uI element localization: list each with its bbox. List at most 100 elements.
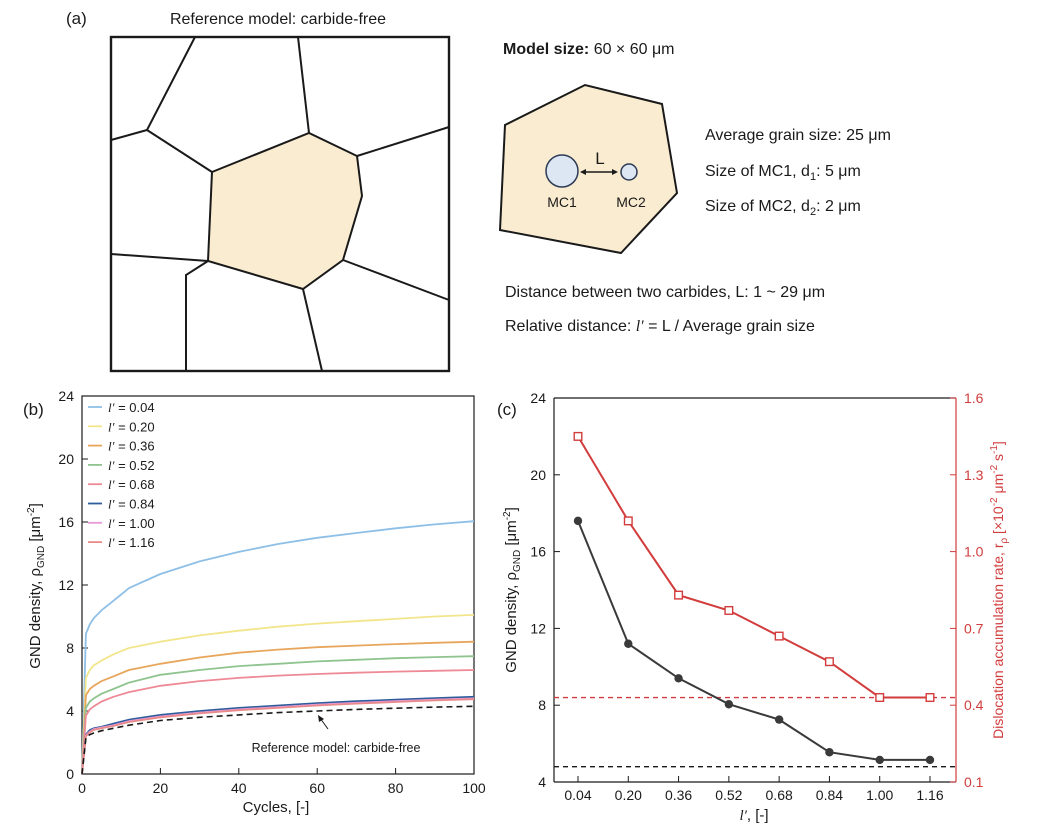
gnd-density-point bbox=[774, 715, 784, 724]
panel-a: (a) Reference model: carbide-free Model … bbox=[66, 9, 891, 373]
series-line bbox=[81, 640, 475, 775]
mc2-size-text: Size of MC2, d2: 2 μm bbox=[705, 198, 861, 218]
y-tick-label: 24 bbox=[530, 390, 546, 406]
panel-b-legend: l′ = 0.04 l′ = 0.20 l′ = 0.36 l′ = 0.52 l′ =… bbox=[88, 400, 155, 550]
y-tick-label: 0 bbox=[66, 766, 74, 782]
series-line bbox=[81, 698, 475, 775]
y-tick-label: 24 bbox=[58, 388, 74, 404]
avg-grain-size-text: Average grain size: 25 μm bbox=[705, 127, 891, 144]
grain-microstructure bbox=[109, 35, 451, 373]
x-tick-label: 0 bbox=[78, 780, 86, 796]
legend-entry: l′ = 0.36 bbox=[108, 439, 155, 454]
x-tick-label: 1.00 bbox=[866, 787, 893, 803]
schematic-grain bbox=[498, 83, 679, 255]
legend-entry: l′ = 0.20 bbox=[108, 419, 155, 434]
panel-c-ylabel: GND density, ρGND [μm-2] bbox=[502, 507, 523, 673]
y2-tick-label: 1.0 bbox=[964, 544, 984, 560]
gnd-density-point bbox=[674, 674, 683, 683]
panel-c: (c) 0.04 0.20 0.36 0.52 0.68 0.84 1.00 1.16 4 8 12… bbox=[497, 390, 1010, 824]
panel-c-xlabel: l′, [-] bbox=[739, 807, 768, 824]
distance-label: L bbox=[595, 149, 604, 168]
panel-b-label: (b) bbox=[23, 400, 44, 419]
panel-b-axes: 0 20 40 60 80 100 0 4 8 12 16 20 24 bbox=[58, 388, 485, 796]
accumulation-rate-point bbox=[774, 631, 784, 641]
legend-entry: l′ = 1.16 bbox=[108, 535, 155, 550]
x-tick-label: 80 bbox=[388, 780, 404, 796]
legend-entry: l′ = 0.04 bbox=[108, 400, 155, 415]
arrow-head-left bbox=[580, 169, 586, 175]
panel-c-axes: 0.04 0.20 0.36 0.52 0.68 0.84 1.00 1.16 4 8 12 16 20… bbox=[530, 390, 983, 803]
mc1-carbide bbox=[545, 154, 579, 188]
model-size-text: Model size: 60 × 60 μm bbox=[503, 41, 675, 58]
x-tick-label: 0.52 bbox=[715, 787, 742, 803]
gnd-density-point bbox=[724, 700, 734, 709]
y-tick-label: 12 bbox=[530, 620, 546, 636]
x-tick-label: 0.68 bbox=[766, 787, 793, 803]
y-tick-label: 4 bbox=[66, 703, 74, 719]
panel-c-y2label: Dislocation accumulation rate, rρ [×10-2… bbox=[989, 441, 1010, 739]
y-tick-label: 20 bbox=[58, 451, 74, 467]
panel-a-caption: Reference model: carbide-free bbox=[170, 11, 386, 28]
accumulation-rate-line bbox=[577, 435, 930, 699]
gnd-density-point bbox=[624, 639, 633, 648]
reference-line bbox=[81, 705, 475, 775]
legend-entry: l′ = 1.00 bbox=[108, 516, 155, 531]
grain-boundaries bbox=[110, 36, 450, 372]
y-tick-label: 4 bbox=[538, 774, 546, 790]
series-line bbox=[81, 520, 475, 775]
legend-entry: l′ = 0.52 bbox=[108, 458, 155, 473]
gnd-density-point bbox=[573, 516, 583, 526]
x-tick-label: 100 bbox=[462, 780, 486, 796]
accumulation-rate-point bbox=[674, 590, 684, 600]
x-tick-label: 0.20 bbox=[615, 787, 642, 803]
x-tick-label: 0.84 bbox=[816, 787, 843, 803]
accumulation-rate-point bbox=[925, 693, 935, 703]
y-tick-label: 8 bbox=[66, 640, 74, 656]
series-line bbox=[81, 697, 475, 775]
panel-a-label: (a) bbox=[66, 9, 87, 28]
y2-tick-label: 0.4 bbox=[964, 697, 984, 713]
carbide-schematic: L MC1 MC2 bbox=[498, 83, 679, 255]
y-tick-label: 16 bbox=[530, 544, 546, 560]
accumulation-rate-point bbox=[573, 431, 583, 441]
y-tick-label: 20 bbox=[530, 467, 546, 483]
y2-tick-label: 1.3 bbox=[964, 467, 984, 483]
y2-tick-label: 0.1 bbox=[964, 774, 984, 790]
series-line bbox=[81, 695, 475, 775]
accumulation-rate-point bbox=[875, 693, 885, 703]
series-line bbox=[81, 614, 475, 775]
center-grain bbox=[208, 133, 362, 289]
relative-distance-text: Relative distance: l′ = L / Average grai… bbox=[505, 318, 815, 335]
gnd-density-line bbox=[577, 520, 930, 761]
model-boundary bbox=[109, 35, 451, 373]
accumulation-rate-point bbox=[824, 657, 834, 667]
annotation-arrow-head bbox=[318, 715, 324, 722]
gnd-density-point bbox=[875, 755, 884, 765]
mc1-size-text: Size of MC1, d1: 5 μm bbox=[705, 163, 861, 183]
legend-entry: l′ = 0.68 bbox=[108, 477, 155, 492]
x-tick-label: 0.04 bbox=[564, 787, 591, 803]
x-tick-label: 40 bbox=[231, 780, 247, 796]
mc2-label: MC2 bbox=[616, 194, 646, 210]
panel-c-label: (c) bbox=[497, 400, 517, 419]
panel-b-series bbox=[81, 520, 475, 775]
mc1-label: MC1 bbox=[547, 194, 577, 210]
x-tick-label: 60 bbox=[309, 780, 325, 796]
y-tick-label: 16 bbox=[58, 514, 74, 530]
y2-tick-label: 1.6 bbox=[964, 390, 984, 406]
accumulation-rate-point bbox=[724, 605, 734, 615]
gnd-density-point bbox=[825, 748, 834, 757]
series-line bbox=[81, 669, 475, 775]
panel-b-xlabel: Cycles, [-] bbox=[243, 799, 310, 816]
y-tick-label: 8 bbox=[538, 697, 546, 713]
y2-tick-label: 0.7 bbox=[964, 620, 984, 636]
mc2-carbide bbox=[620, 163, 638, 181]
y-tick-label: 12 bbox=[58, 577, 74, 593]
x-tick-label: 1.16 bbox=[916, 787, 943, 803]
panel-b-ylabel: GND density, ρGND [μm-2] bbox=[26, 503, 47, 669]
series-line bbox=[81, 655, 475, 775]
arrow-head-right bbox=[612, 169, 618, 175]
distance-range-text: Distance between two carbides, L: 1 ~ 29… bbox=[505, 284, 825, 301]
